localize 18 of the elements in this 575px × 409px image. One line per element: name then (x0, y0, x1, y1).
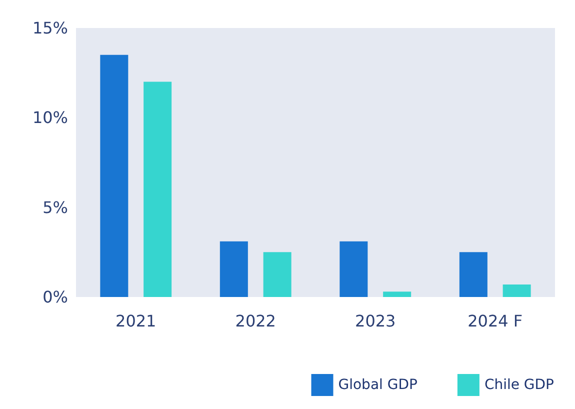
y-tick-label: 15% (32, 18, 68, 38)
bar (502, 284, 531, 297)
legend-label: Global GDP (338, 377, 418, 393)
x-tick-label: 2024 F (468, 312, 523, 330)
legend-label: Chile GDP (484, 377, 554, 393)
bar (459, 252, 488, 297)
bar (144, 82, 172, 297)
bar (263, 252, 292, 297)
y-tick-label: 5% (42, 198, 68, 217)
x-tick-label: 2022 (235, 312, 276, 330)
bar (340, 241, 368, 297)
x-tick-label: 2023 (355, 312, 396, 330)
x-tick-label: 2021 (116, 312, 156, 330)
y-tick-label: 0% (42, 288, 68, 306)
bar (220, 241, 248, 297)
y-tick-label: 10% (32, 108, 68, 128)
bar (100, 54, 128, 297)
bar (383, 292, 412, 297)
